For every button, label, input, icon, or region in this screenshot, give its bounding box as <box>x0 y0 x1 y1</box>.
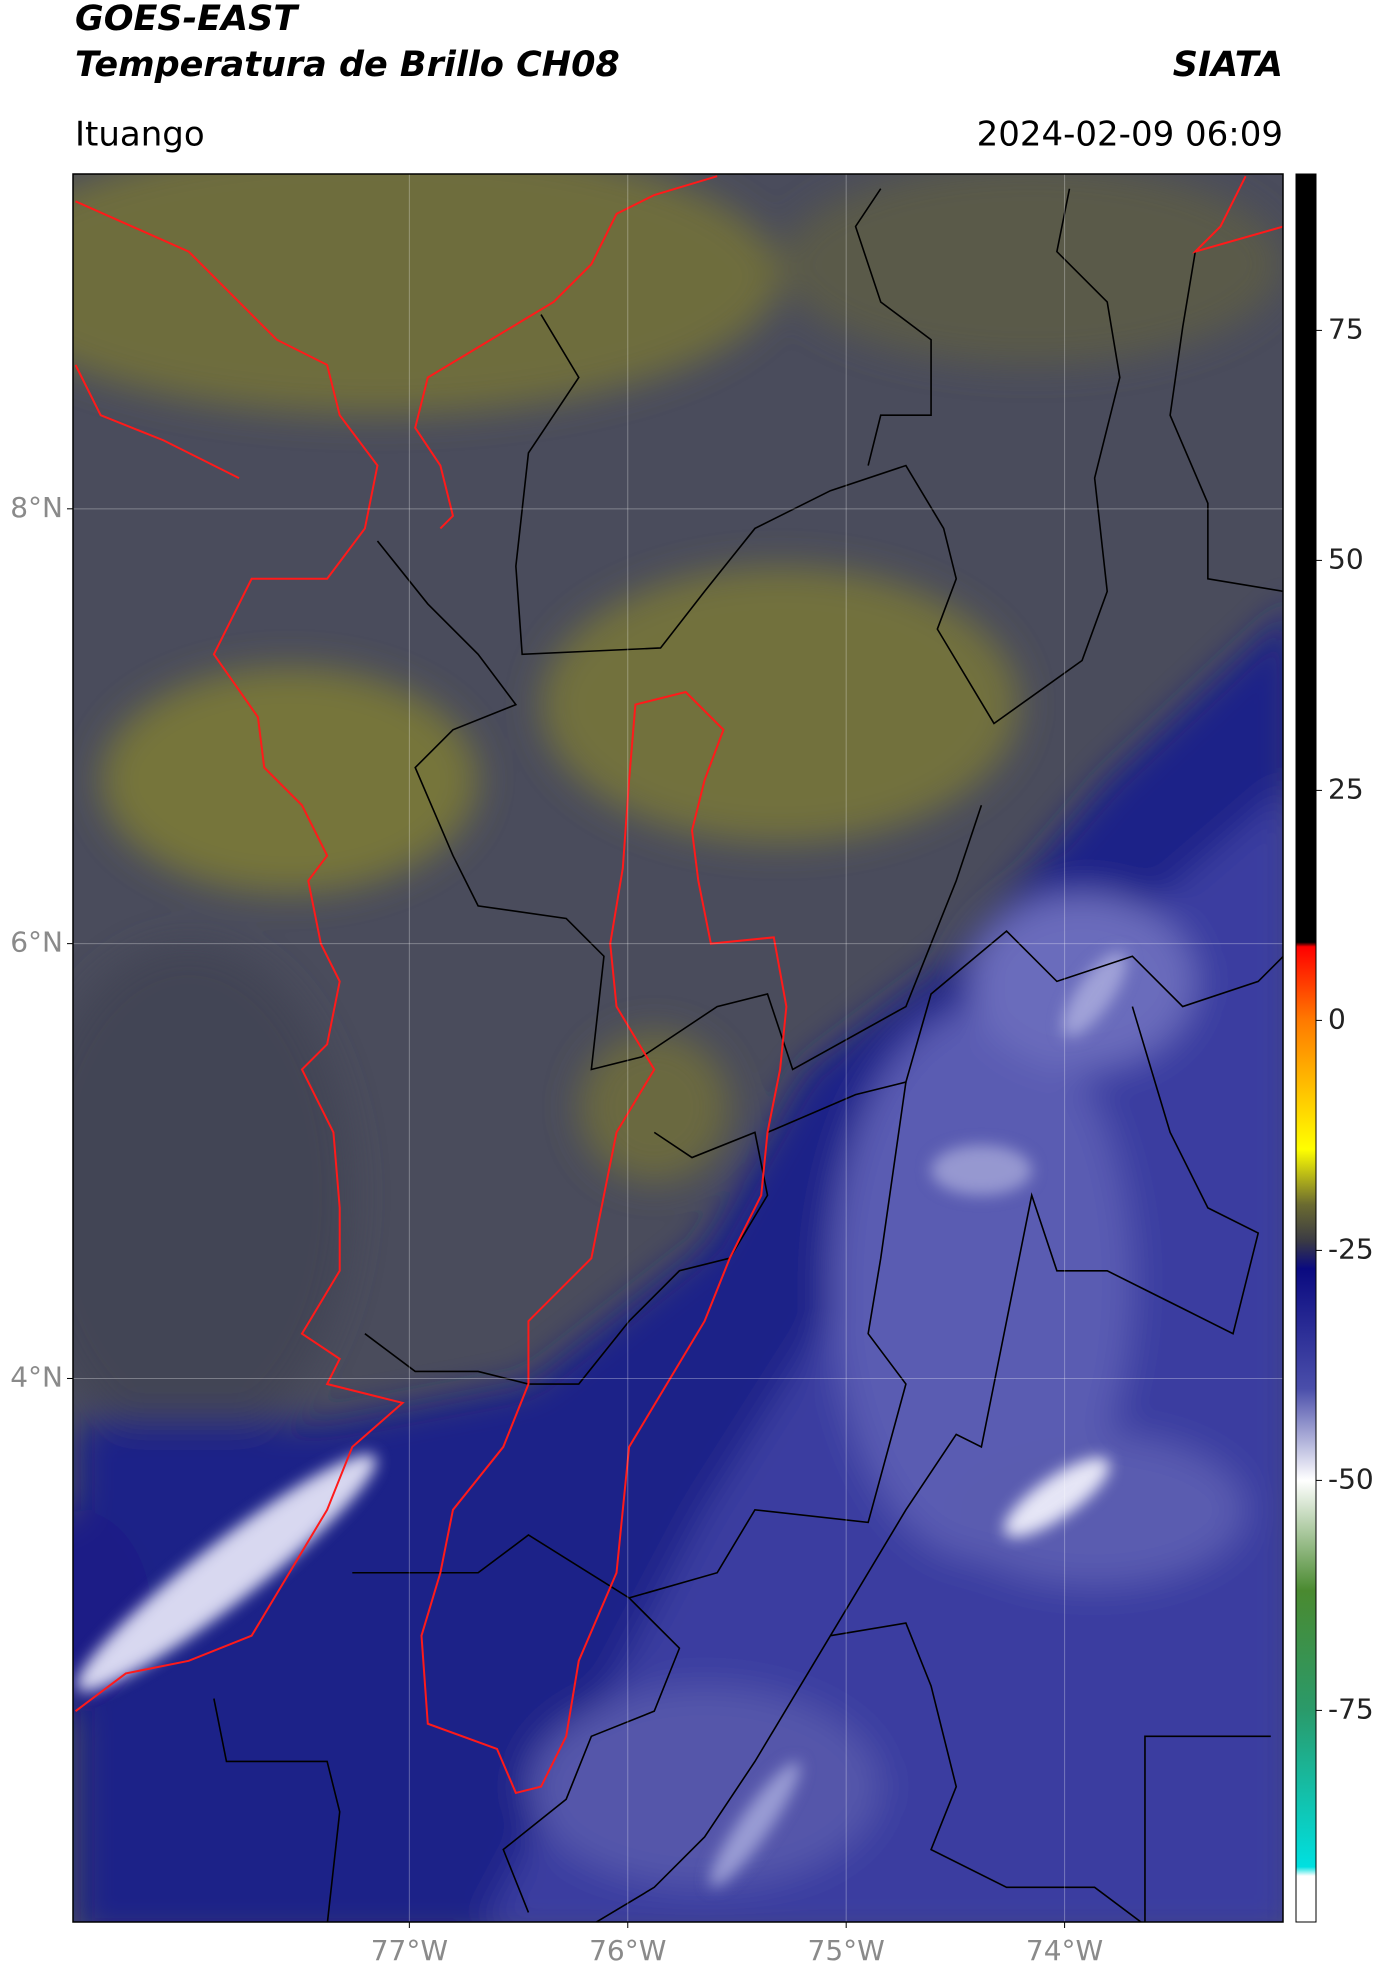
borders <box>214 189 1283 1925</box>
subtitle: Temperatura de Brillo CH08 <box>75 45 620 85</box>
colorbar <box>1295 173 1317 1923</box>
outlines <box>75 176 1283 1793</box>
location: Ituango <box>75 115 205 155</box>
datetime: 2024-02-09 06:09 <box>977 115 1283 155</box>
lon-label: 74°W <box>1026 1934 1103 1967</box>
lat-label: 8°N <box>10 491 63 524</box>
map-image <box>73 174 1283 1925</box>
colorbar-label: 0 <box>1328 1002 1346 1035</box>
colorbar-label: 75 <box>1328 312 1364 345</box>
lat-label: 4°N <box>10 1360 63 1393</box>
lat-label: 6°N <box>10 926 63 959</box>
lon-label: 77°W <box>371 1934 448 1967</box>
colorbar-label: 50 <box>1328 542 1364 575</box>
colorbar-label: -25 <box>1328 1232 1374 1265</box>
colorbar-label: -50 <box>1328 1462 1374 1495</box>
map-frame <box>72 173 1284 1923</box>
colorbar-label: 25 <box>1328 772 1364 805</box>
brand: SIATA <box>1173 45 1283 85</box>
lon-label: 75°W <box>808 1934 885 1967</box>
colorbar-label: -75 <box>1328 1692 1374 1725</box>
lon-label: 76°W <box>589 1934 666 1967</box>
title: GOES-EAST <box>75 0 300 39</box>
grid <box>73 174 1283 1922</box>
